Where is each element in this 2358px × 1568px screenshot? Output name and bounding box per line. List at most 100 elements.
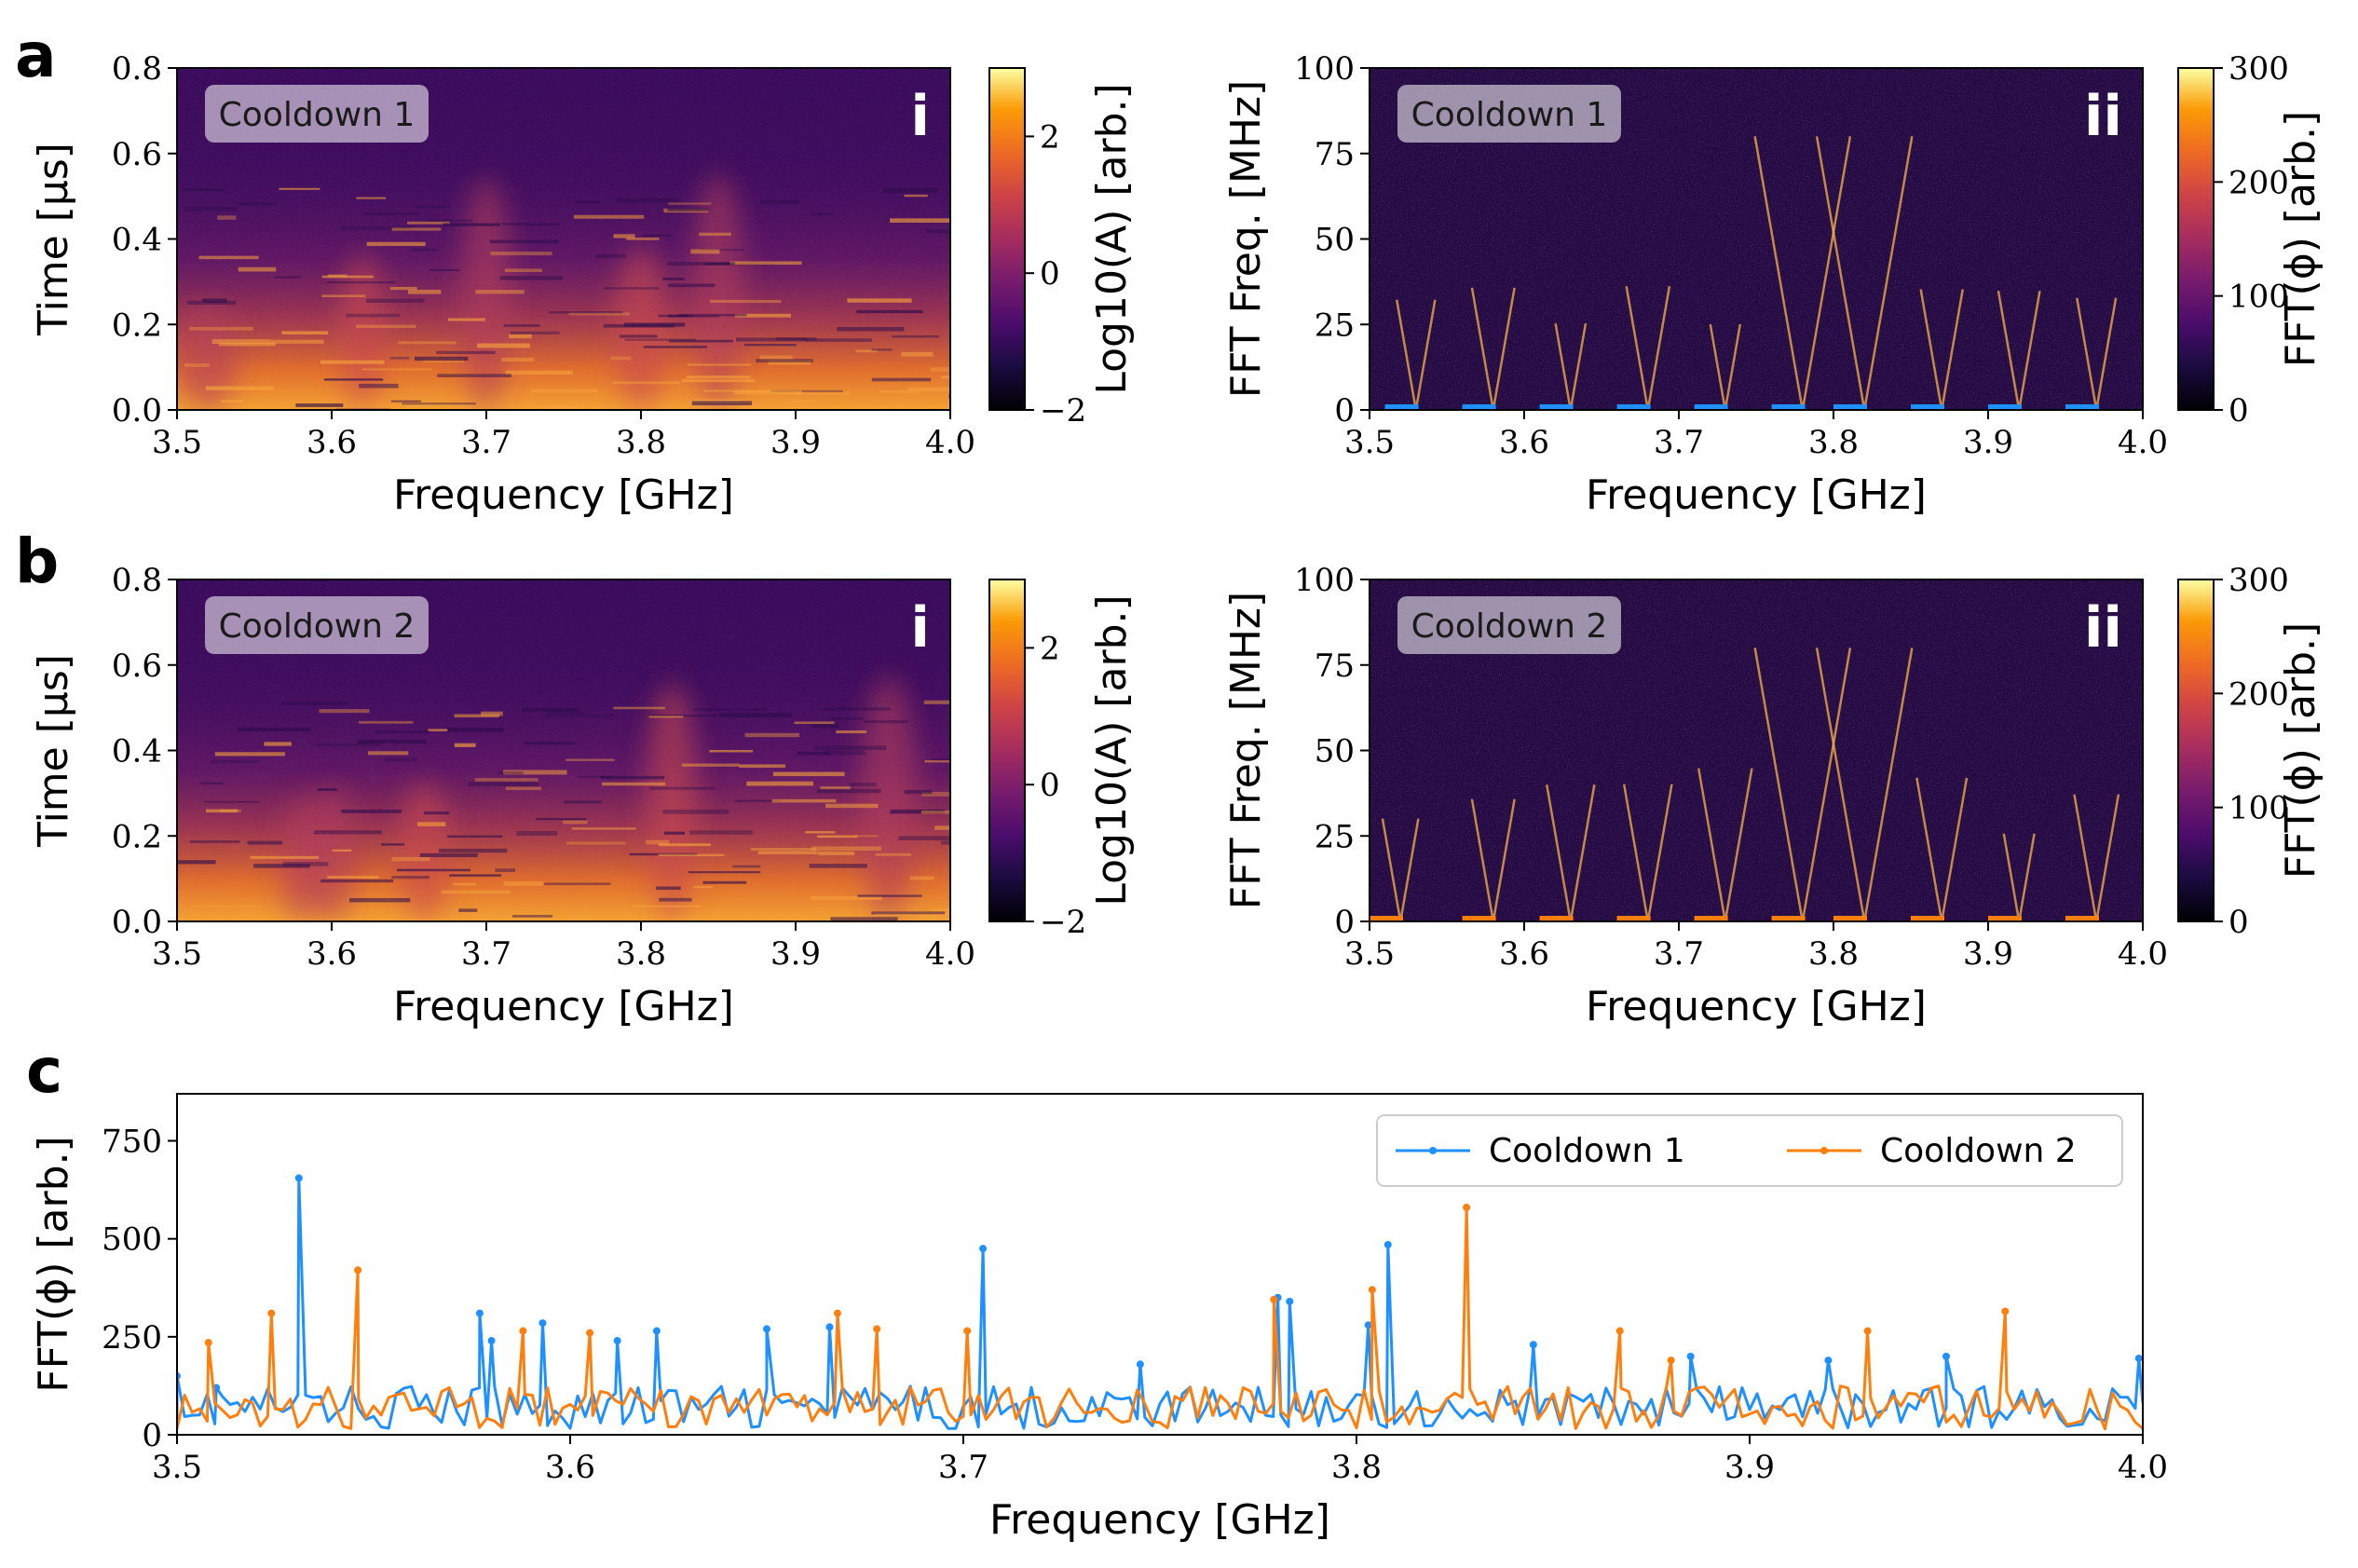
b-ii-ytick-label: 100 <box>1294 562 1355 599</box>
series-1-peak-point <box>1529 1341 1537 1349</box>
b-i-badge-bg <box>205 596 429 654</box>
series-1-peak-point <box>1942 1352 1950 1360</box>
a-ii-ytick-label: 25 <box>1315 307 1355 344</box>
a-i-colorbar-tick-label: −2 <box>1040 392 1086 429</box>
b-i-xtick-label: 3.6 <box>307 935 357 973</box>
series-1-peak-point <box>294 1174 303 1182</box>
b-i-xtick-label: 3.7 <box>461 935 511 973</box>
a-ii-xtick-label: 4.0 <box>2118 424 2168 461</box>
a-ii-ytick-label: 75 <box>1315 136 1355 173</box>
b-ii-v-line <box>1815 648 1866 921</box>
a-i-badge: Cooldown 1 <box>219 96 416 134</box>
a-i-colorbar-label: Log10(A) [arb.] <box>1088 83 1136 394</box>
series-1-peak-point <box>652 1327 661 1335</box>
a-ii-v-line <box>2017 291 2041 410</box>
b-i-ytick-label: 0.0 <box>112 904 162 941</box>
c-ytick-label: 500 <box>102 1221 162 1259</box>
panel-a-i: Cooldown 1 i 3.5 3.6 3.7 3.8 3.9 4.0 0.0 0.2 0.4 0.… <box>30 50 1136 519</box>
b-ii-v-line <box>2017 833 2036 921</box>
series-1-peak-point <box>1136 1360 1144 1369</box>
series-1-peak-point <box>1364 1321 1372 1329</box>
panel-letter-a: a <box>15 20 57 91</box>
a-i-xtick-label: 3.5 <box>152 424 202 461</box>
b-ii-v-line <box>1753 648 1805 921</box>
b-i-colorbar-tick-label: 0 <box>1040 767 1060 804</box>
a-ii-xtick-label: 3.7 <box>1654 424 1704 461</box>
b-ii-badge-bg <box>1397 596 1621 654</box>
c-xtick-label: 3.6 <box>545 1449 595 1486</box>
a-i-colorbar-tick-label: 2 <box>1040 118 1060 156</box>
b-ii-xtick-label: 3.6 <box>1499 935 1549 973</box>
b-ii-v-lines <box>1381 648 2120 921</box>
b-ii-xlabel: Frequency [GHz] <box>1586 983 1927 1030</box>
series-2-peak-point <box>267 1309 276 1317</box>
a-ii-v-line <box>1815 136 1866 410</box>
b-ii-window-marker <box>1771 916 1806 921</box>
series-line-2 <box>177 1206 2143 1431</box>
b-ii-v-line <box>1470 798 1495 921</box>
a-ii-ytick-label: 50 <box>1315 222 1355 259</box>
a-ii-v-line <box>1709 323 1727 410</box>
a-i-ylabel: Time [μs] <box>30 143 77 336</box>
c-xtick-label: 3.7 <box>938 1449 988 1486</box>
panel-c: 3.5 3.6 3.7 3.8 3.9 4.0 0 250 500 750 Frequency [G… <box>30 1093 2168 1544</box>
c-xtick-label: 4.0 <box>2118 1449 2168 1486</box>
b-i-ytick-label: 0.2 <box>112 818 162 855</box>
a-ii-v-line <box>2094 297 2118 410</box>
b-ii-window-marker <box>1911 916 1944 921</box>
b-ii-window-marker <box>1694 916 1728 921</box>
a-ii-colorbar-tick-label: 300 <box>2229 50 2289 88</box>
a-ii-ytick-label: 0 <box>1334 392 1355 429</box>
b-i-colorbar-tick-label: −2 <box>1040 904 1086 941</box>
series-1-peak-point <box>1824 1357 1833 1365</box>
a-i-xtick-label: 3.9 <box>770 424 821 461</box>
a-ii-badge-bg <box>1397 85 1621 143</box>
a-ii-v-line <box>1470 287 1495 410</box>
series-2-peak-point <box>2001 1307 2010 1316</box>
b-ii-window-marker <box>1462 916 1496 921</box>
b-ii-v-line <box>2094 794 2120 921</box>
b-ii-colorbar-tick-label: 0 <box>2229 904 2249 941</box>
c-ytick-label: 750 <box>102 1123 162 1160</box>
b-i-ytick-label: 0.4 <box>112 733 162 770</box>
b-ii-xtick-label: 3.5 <box>1344 935 1395 973</box>
panel-b-i: Cooldown 2 i 3.5 3.6 3.7 3.8 3.9 4.0 0.0 0.2 0.4 0.… <box>30 562 1136 1030</box>
a-ii-v-line <box>1753 136 1805 410</box>
b-ii-colorbar-label: FFT(ϕ) [arb.] <box>2277 622 2324 879</box>
panel-letter-c: c <box>26 1035 62 1107</box>
b-ii-window-marker <box>1370 916 1403 921</box>
a-i-colorbar-bar <box>988 67 1026 411</box>
a-ii-roman-label: ii <box>2084 84 2122 149</box>
series-1-peak-point <box>487 1337 496 1345</box>
b-ii-v-line <box>1697 768 1727 921</box>
a-i-roman-label: i <box>910 84 930 149</box>
b-ii-v-line <box>1724 768 1753 921</box>
b-ii-v-line <box>2002 833 2021 921</box>
b-ii-v-line <box>2073 794 2098 921</box>
a-i-xtick-label: 3.8 <box>616 424 666 461</box>
a-ii-v-line <box>1862 136 1914 410</box>
b-ii-v-line <box>1862 648 1914 921</box>
series-2-peak-point <box>519 1327 527 1335</box>
series-1-peak-point <box>613 1337 621 1345</box>
legend-marker-1 <box>1429 1147 1437 1154</box>
b-ii-xtick-label: 3.9 <box>1963 935 2013 973</box>
b-ii-window-marker <box>1988 916 2022 921</box>
a-ii-v-line <box>1492 287 1516 410</box>
a-ii-colorbar-label: FFT(ϕ) [arb.] <box>2277 111 2324 367</box>
b-i-xtick-label: 3.5 <box>152 935 202 973</box>
a-i-colorbar: −2 0 2 Log10(A) [arb.] <box>988 67 1136 429</box>
c-legend: Cooldown 1 Cooldown 2 <box>1376 1114 2123 1187</box>
series-1-peak-point <box>1286 1297 1294 1305</box>
a-ii-v-line <box>1569 322 1588 410</box>
b-ii-roman-label: ii <box>2084 595 2122 661</box>
a-ii-window-marker <box>2065 404 2099 410</box>
a-ii-xtick-label: 3.8 <box>1808 424 1859 461</box>
b-ii-window-marker <box>1539 916 1574 921</box>
a-ii-window-marker <box>1694 404 1728 410</box>
series-2-peak-point <box>1270 1295 1278 1303</box>
panel-letter-b: b <box>15 525 59 597</box>
legend-label-1: Cooldown 1 <box>1489 1132 1685 1170</box>
b-ii-v-line <box>1646 784 1673 921</box>
